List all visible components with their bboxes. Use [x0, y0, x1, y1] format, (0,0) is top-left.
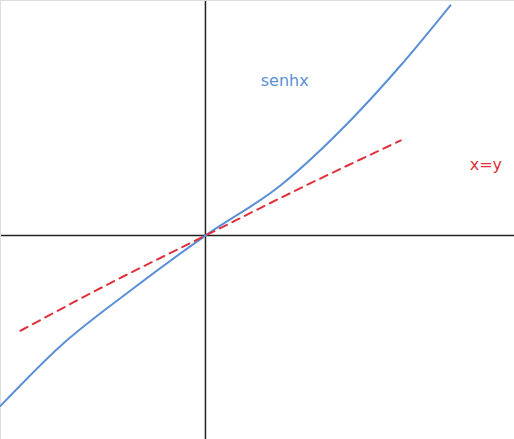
- svg-text:senhx: senhx: [261, 71, 309, 90]
- svg-text:x=y: x=y: [470, 155, 502, 174]
